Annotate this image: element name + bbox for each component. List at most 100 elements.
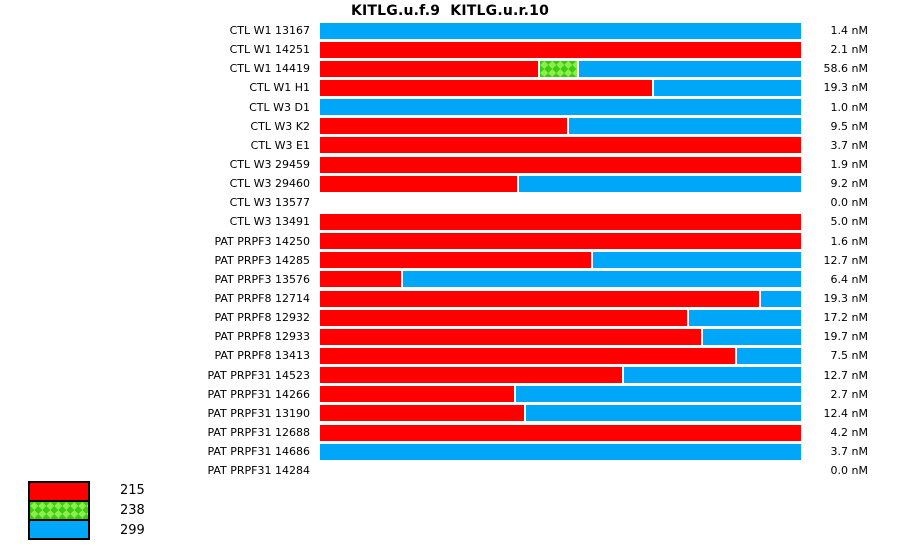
sample-label: PAT PRPF8 12714 (214, 292, 310, 306)
concentration-value: 19.3 nM (823, 292, 868, 306)
sample-label: PAT PRPF31 14686 (207, 445, 310, 459)
bar-segment-299 (320, 99, 801, 116)
concentration-value: 5.0 nM (830, 215, 868, 229)
legend-swatch-215 (30, 483, 88, 500)
bar-segment-215 (320, 347, 736, 364)
stacked-bar (320, 156, 801, 173)
sample-row: PAT PRPF3 13576 6.4 nM (0, 270, 900, 289)
bar-segment-215 (320, 252, 591, 269)
bar-segment-299 (519, 175, 801, 192)
bar-segment-215 (320, 60, 538, 77)
sample-label: CTL W1 14419 (229, 62, 310, 76)
sample-row: PAT PRPF31 14284 0.0 nM (0, 461, 900, 480)
stacked-bar (320, 443, 801, 460)
concentration-value: 1.9 nM (830, 158, 868, 172)
bar-segment-215 (320, 79, 653, 96)
legend-label-column: 215 238 299 (120, 481, 145, 540)
stacked-bar (320, 213, 801, 230)
bar-segment-215 (320, 424, 801, 441)
sample-row: CTL W3 29460 9.2 nM (0, 174, 900, 193)
sample-label: PAT PRPF31 12688 (207, 426, 310, 440)
stacked-bar (320, 60, 801, 77)
sample-label: PAT PRPF8 13413 (214, 349, 310, 363)
sample-row: PAT PRPF3 14250 1.6 nM (0, 232, 900, 251)
sample-row: PAT PRPF8 12932 17.2 nM (0, 308, 900, 327)
sample-row: PAT PRPF31 14686 3.7 nM (0, 442, 900, 461)
legend-swatch-238 (30, 500, 88, 519)
bar-segment-299 (578, 60, 801, 77)
sample-row: CTL W3 K2 9.5 nM (0, 117, 900, 136)
concentration-value: 17.2 nM (823, 311, 868, 325)
stacked-bar (320, 463, 801, 479)
sample-row: PAT PRPF31 12688 4.2 nM (0, 423, 900, 442)
bar-segment-215 (320, 271, 402, 288)
stacked-bar (320, 290, 801, 307)
concentration-value: 1.6 nM (830, 234, 868, 248)
concentration-value: 19.7 nM (823, 330, 868, 344)
bar-segment-215 (320, 118, 568, 135)
bar-segment-215 (320, 41, 801, 58)
sample-label: PAT PRPF3 14285 (214, 253, 310, 267)
concentration-value: 6.4 nM (830, 272, 868, 286)
concentration-value: 19.3 nM (823, 81, 868, 95)
legend-swatch-box (28, 481, 90, 540)
sample-row: CTL W3 13577 0.0 nM (0, 193, 900, 212)
stacked-bar (320, 79, 801, 96)
concentration-value: 3.7 nM (830, 138, 868, 152)
sample-row: CTL W1 14419 58.6 nM (0, 59, 900, 78)
stacked-bar (320, 328, 801, 345)
stacked-bar (320, 233, 801, 250)
sample-row: CTL W3 29459 1.9 nM (0, 155, 900, 174)
chart-title: KITLG.u.f.9 KITLG.u.r.10 (350, 3, 550, 19)
bar-segment-299 (689, 309, 801, 326)
sample-label: CTL W3 29460 (229, 177, 310, 191)
bar-segment-215 (320, 156, 801, 173)
concentration-value: 1.0 nM (830, 100, 868, 114)
bar-segment-299 (623, 367, 801, 384)
sample-row: PAT PRPF31 14523 12.7 nM (0, 366, 900, 385)
sample-label: PAT PRPF31 14523 (207, 368, 310, 382)
legend-label: 215 (120, 483, 145, 498)
sample-label: CTL W3 E1 (250, 138, 310, 152)
sample-label: PAT PRPF8 12933 (214, 330, 310, 344)
bar-segment-299 (526, 405, 801, 422)
bar-segment-215 (320, 405, 525, 422)
stacked-bar (320, 137, 801, 154)
stacked-bar (320, 99, 801, 116)
stacked-bar (320, 271, 801, 288)
sample-row: CTL W1 14251 2.1 nM (0, 40, 900, 59)
sample-label: CTL W1 H1 (249, 81, 310, 95)
bar-segment-215 (320, 386, 514, 403)
sample-row: CTL W3 13491 5.0 nM (0, 212, 900, 231)
sample-label: PAT PRPF31 14266 (207, 387, 310, 401)
concentration-value: 0.0 nM (830, 464, 868, 478)
stacked-bar (320, 367, 801, 384)
stacked-bar (320, 424, 801, 441)
bar-segment-215 (320, 175, 518, 192)
concentration-value: 12.7 nM (823, 253, 868, 267)
stacked-bar (320, 195, 801, 211)
sample-row: PAT PRPF31 14266 2.7 nM (0, 385, 900, 404)
sample-label: PAT PRPF31 13190 (207, 406, 310, 420)
concentration-value: 1.4 nM (830, 24, 868, 38)
sample-label: CTL W3 29459 (229, 158, 310, 172)
concentration-value: 12.4 nM (823, 406, 868, 420)
bar-segment-299 (403, 271, 801, 288)
bar-segment-215 (320, 328, 702, 345)
sample-label: CTL W3 D1 (249, 100, 310, 114)
concentration-value: 12.7 nM (823, 368, 868, 382)
concentration-value: 2.7 nM (830, 387, 868, 401)
stacked-bar (320, 309, 801, 326)
stacked-bar (320, 118, 801, 135)
bar-segment-215 (320, 309, 688, 326)
concentration-value: 9.5 nM (830, 119, 868, 133)
bar-segment-238 (539, 60, 577, 77)
sample-row: PAT PRPF8 12933 19.7 nM (0, 327, 900, 346)
sample-label: PAT PRPF3 14250 (214, 234, 310, 248)
concentration-value: 9.2 nM (830, 177, 868, 191)
concentration-value: 0.0 nM (830, 196, 868, 210)
bar-segment-299 (320, 443, 801, 460)
legend-swatch-299 (30, 519, 88, 538)
stacked-bar (320, 347, 801, 364)
